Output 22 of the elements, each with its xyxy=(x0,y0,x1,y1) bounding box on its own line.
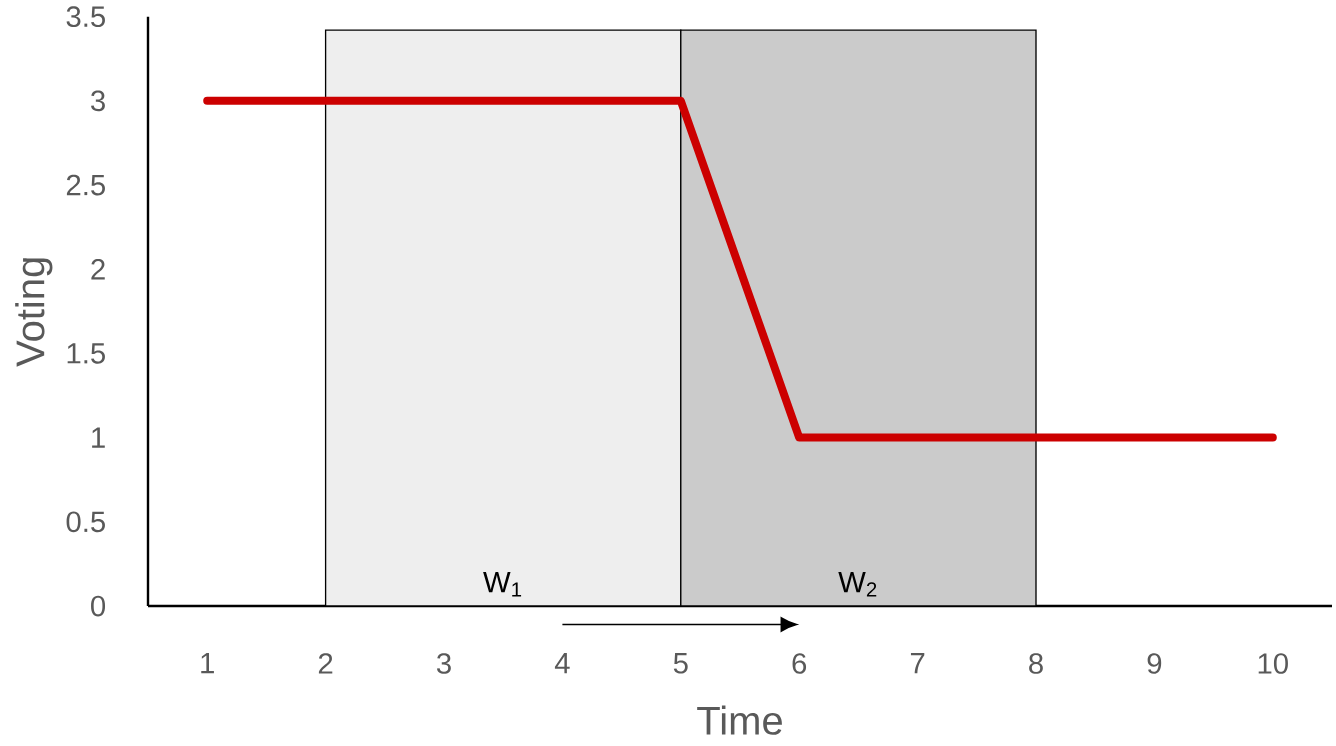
y-tick-label: 3.5 xyxy=(66,6,105,28)
band-label: W$_{2}$ xyxy=(838,572,877,597)
y-tick-label: 0.5 xyxy=(66,511,105,533)
y-axis-title: Voting xyxy=(15,258,53,367)
x-axis-title: Time xyxy=(697,705,782,735)
x-tick-label: 1 xyxy=(201,653,214,674)
band-label: W$_{1}$ xyxy=(483,572,522,597)
x-tick-label: 10 xyxy=(1258,653,1288,674)
x-tick-label: 5 xyxy=(673,653,688,674)
x-tick-label: 7 xyxy=(910,653,925,674)
x-tick-label: 4 xyxy=(554,653,570,674)
y-tick-label: 1 xyxy=(92,427,105,448)
y-tick-label: 3 xyxy=(91,90,105,112)
x-tick-label: 2 xyxy=(318,653,333,674)
y-tick-label: 2 xyxy=(91,259,105,280)
x-tick-label: 3 xyxy=(436,653,451,674)
y-tick-label: 1.5 xyxy=(67,343,105,364)
x-tick-label: 6 xyxy=(792,653,807,674)
x-tick-label: 8 xyxy=(1029,653,1043,674)
y-tick-label: 0 xyxy=(91,595,106,617)
x-tick-label: 9 xyxy=(1147,653,1162,674)
y-tick-label: 2.5 xyxy=(66,174,105,196)
